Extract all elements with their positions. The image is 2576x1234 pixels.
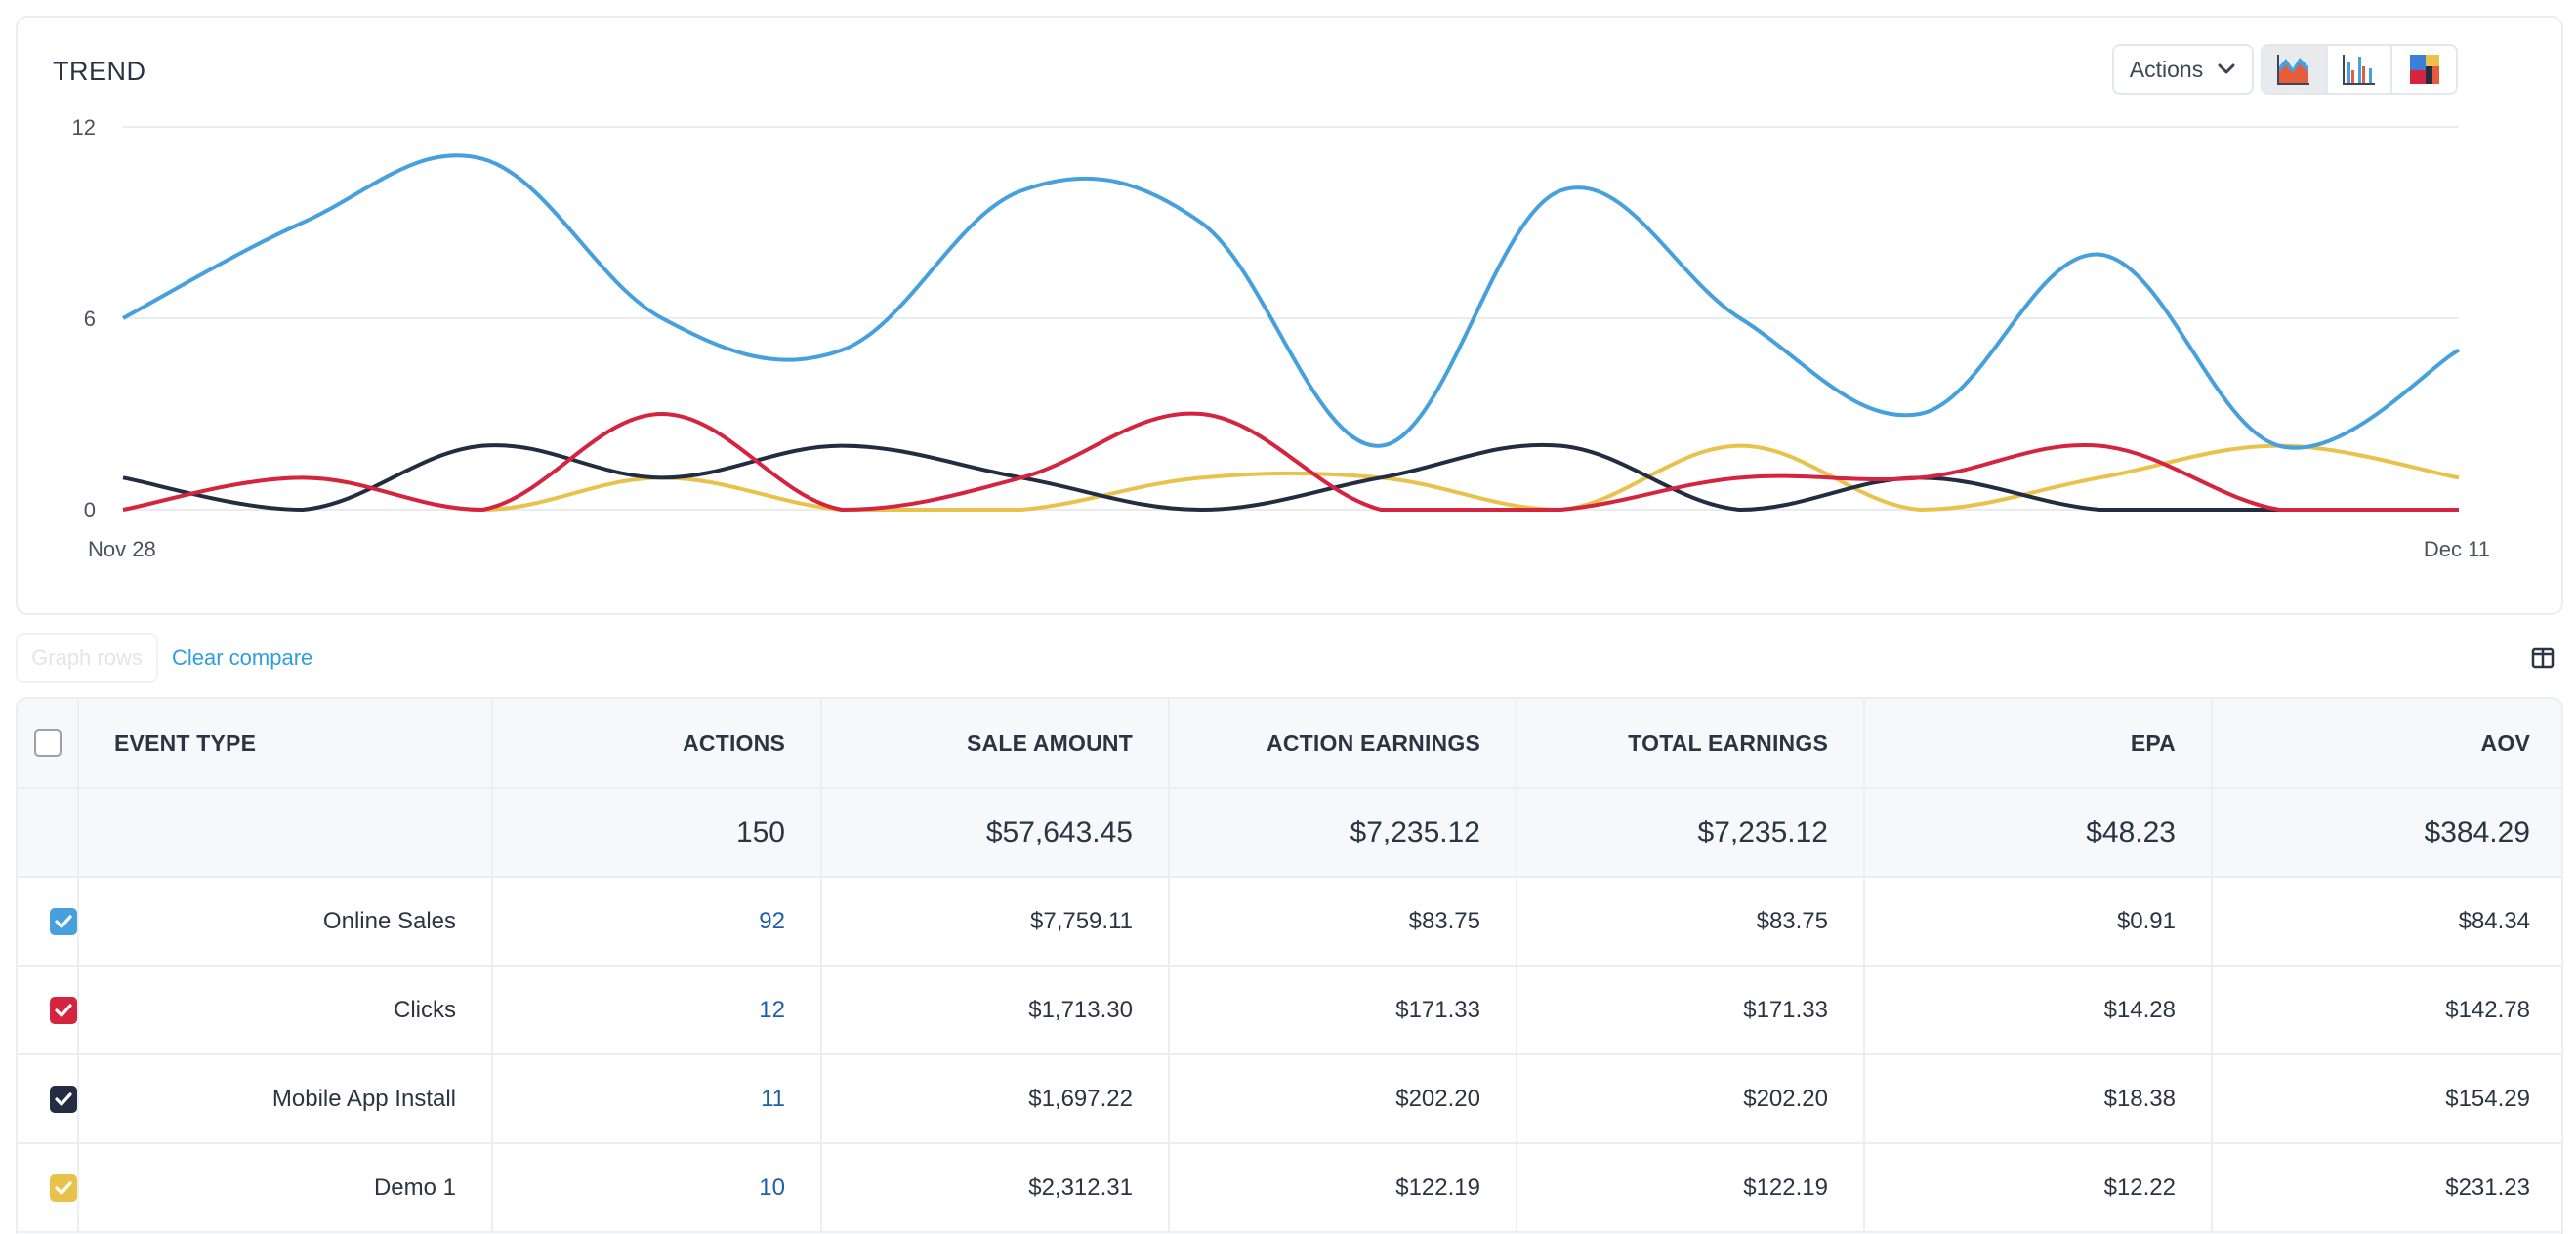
event-type-cell: Online Sales [78,877,493,967]
total-sale-amount: $57,643.45 [821,788,1170,878]
checkmark-icon [55,1181,72,1195]
actions-cell: 11 [492,1054,822,1144]
total-total-earnings: $7,235.12 [1517,788,1865,878]
action-earnings-cell: $122.19 [1169,1143,1517,1233]
column-header-total-earnings[interactable]: TOTAL EARNINGS [1517,699,1865,789]
column-header-actions[interactable]: ACTIONS [492,699,822,789]
totals-empty-cell [18,788,79,878]
actions-cell: 12 [492,966,822,1055]
action-earnings-cell: $83.75 [1169,877,1517,967]
y-tick-label: 12 [72,115,96,140]
graph-rows-button[interactable]: Graph rows [16,633,158,683]
actions-cell: 92 [492,877,822,967]
y-tick-label: 0 [84,498,96,522]
sale-amount-cell: $1,697.22 [821,1054,1170,1144]
actions-dropdown-button[interactable]: Actions [2112,44,2254,95]
row-checkbox[interactable] [50,1085,77,1113]
total-epa: $48.23 [1864,788,2213,878]
treemap-chart-icon [2409,55,2439,84]
column-header-sale-amount[interactable]: SALE AMOUNT [821,699,1170,789]
event-table: EVENT TYPE ACTIONS SALE AMOUNT ACTION EA… [16,697,2563,1234]
series-line-demo-1[interactable] [122,443,2460,513]
event-type-cell: Mobile App Install [78,1054,493,1144]
series-line-mobile-app-install[interactable] [122,442,2459,513]
totals-label-cell [78,788,493,878]
trend-chart: 0 6 12 Nov 28 Dec 11 [72,115,2490,561]
action-earnings-cell: $202.20 [1169,1054,1517,1144]
actions-count-link[interactable]: 11 [761,1085,785,1112]
area-chart-button[interactable] [2263,46,2328,93]
actions-count-link[interactable]: 12 [759,996,785,1023]
total-earnings-cell: $83.75 [1517,877,1865,967]
row-checkbox-cell [18,1054,79,1144]
series-line-clicks[interactable] [122,411,2459,513]
sale-amount-cell: $1,713.30 [821,966,1170,1055]
epa-cell: $0.91 [1864,877,2213,967]
clear-compare-link[interactable]: Clear compare [172,645,313,670]
column-header-epa[interactable]: EPA [1864,699,2213,789]
actions-cell: 10 [492,1143,822,1233]
aov-cell: $142.78 [2212,966,2561,1055]
row-checkbox[interactable] [50,996,77,1024]
actions-count-link[interactable]: 10 [759,1173,785,1201]
column-header-aov[interactable]: AOV [2212,699,2561,789]
series-line-online-sales[interactable] [122,153,2460,450]
total-earnings-cell: $202.20 [1517,1054,1865,1144]
total-earnings-cell: $122.19 [1517,1143,1865,1233]
row-checkbox[interactable] [50,907,77,935]
total-earnings-cell: $171.33 [1517,966,1865,1055]
trend-title: TREND [53,57,146,86]
checkmark-icon [55,1004,72,1017]
columns-icon[interactable] [2531,647,2555,669]
table-row: Demo 1 10 $2,312.31 $122.19 $122.19 $12.22 $23… [18,1143,2561,1233]
x-tick-label: Dec 11 [2424,537,2490,561]
totals-row: 150 $57,643.45 $7,235.12 $7,235.12 $48.2… [18,788,2561,878]
bar-chart-icon [2343,55,2375,85]
actions-count-link[interactable]: 92 [759,907,785,934]
table-header-row: EVENT TYPE ACTIONS SALE AMOUNT ACTION EA… [18,699,2561,789]
aov-cell: $231.23 [2212,1143,2561,1233]
column-header-event-type[interactable]: EVENT TYPE [78,699,493,789]
checkmark-icon [55,1092,72,1106]
event-type-cell: Clicks [78,966,493,1055]
bar-chart-button[interactable] [2328,46,2393,93]
epa-cell: $12.22 [1864,1143,2213,1233]
epa-cell: $14.28 [1864,966,2213,1055]
row-checkbox-cell [18,1143,79,1233]
table-row: Mobile App Install 11 $1,697.22 $202.20 $202… [18,1054,2561,1144]
chart-type-toggle [2261,44,2458,95]
area-chart-icon [2277,55,2310,85]
aov-cell: $84.34 [2212,877,2561,967]
row-checkbox-cell [18,877,79,967]
trend-card: TREND Actions [16,16,2563,615]
x-tick-label: Nov 28 [88,537,156,561]
table-row: Clicks 12 $1,713.30 $171.33 $171.33 $14.28 $14… [18,966,2561,1055]
treemap-chart-button[interactable] [2392,46,2456,93]
chevron-down-icon [2218,63,2235,74]
sale-amount-cell: $7,759.11 [821,877,1170,967]
select-all-cell [18,699,79,789]
actions-label: Actions [2129,56,2204,82]
action-earnings-cell: $171.33 [1169,966,1517,1055]
total-aov: $384.29 [2212,788,2561,878]
epa-cell: $18.38 [1864,1054,2213,1144]
y-tick-label: 6 [84,307,96,331]
table-row: Online Sales 92 $7,759.11 $83.75 $83.75 $0.91… [18,877,2561,967]
aov-cell: $154.29 [2212,1054,2561,1144]
column-header-action-earnings[interactable]: ACTION EARNINGS [1169,699,1517,789]
row-checkbox[interactable] [50,1173,77,1202]
total-actions: 150 [492,788,822,878]
total-action-earnings: $7,235.12 [1169,788,1517,878]
checkmark-icon [55,915,72,928]
select-all-checkbox[interactable] [33,729,62,758]
event-type-cell: Demo 1 [78,1143,493,1233]
sale-amount-cell: $2,312.31 [821,1143,1170,1233]
row-checkbox-cell [18,966,79,1055]
